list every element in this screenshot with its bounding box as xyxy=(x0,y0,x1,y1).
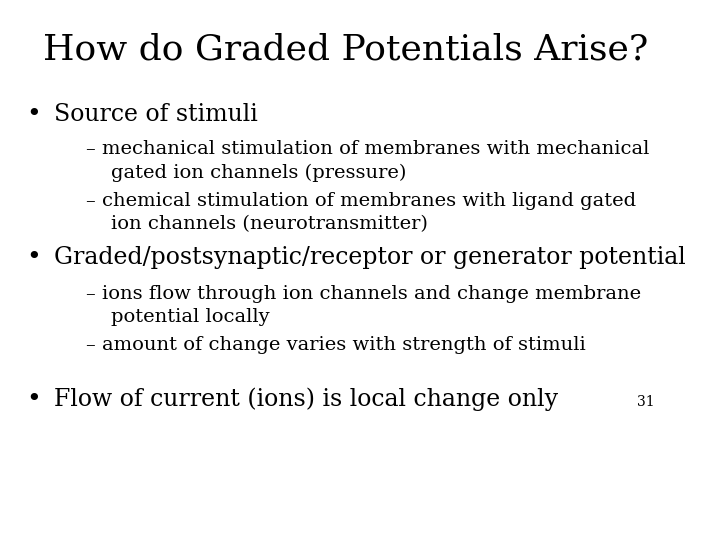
Text: – mechanical stimulation of membranes with mechanical
    gated ion channels (pr: – mechanical stimulation of membranes wi… xyxy=(86,140,649,181)
Text: – amount of change varies with strength of stimuli: – amount of change varies with strength … xyxy=(86,336,586,354)
Text: Graded/postsynaptic/receptor or generator potential: Graded/postsynaptic/receptor or generato… xyxy=(54,246,685,269)
Text: How do Graded Potentials Arise?: How do Graded Potentials Arise? xyxy=(43,32,649,66)
Text: •: • xyxy=(27,246,41,269)
Text: – chemical stimulation of membranes with ligand gated
    ion channels (neurotra: – chemical stimulation of membranes with… xyxy=(86,192,636,233)
Text: •: • xyxy=(27,388,41,411)
Text: Source of stimuli: Source of stimuli xyxy=(54,103,258,126)
Text: – ions flow through ion channels and change membrane
    potential locally: – ions flow through ion channels and cha… xyxy=(86,285,642,326)
Text: 31: 31 xyxy=(637,395,654,409)
Text: •: • xyxy=(27,103,41,126)
Text: Flow of current (ions) is local change only: Flow of current (ions) is local change o… xyxy=(54,388,558,411)
